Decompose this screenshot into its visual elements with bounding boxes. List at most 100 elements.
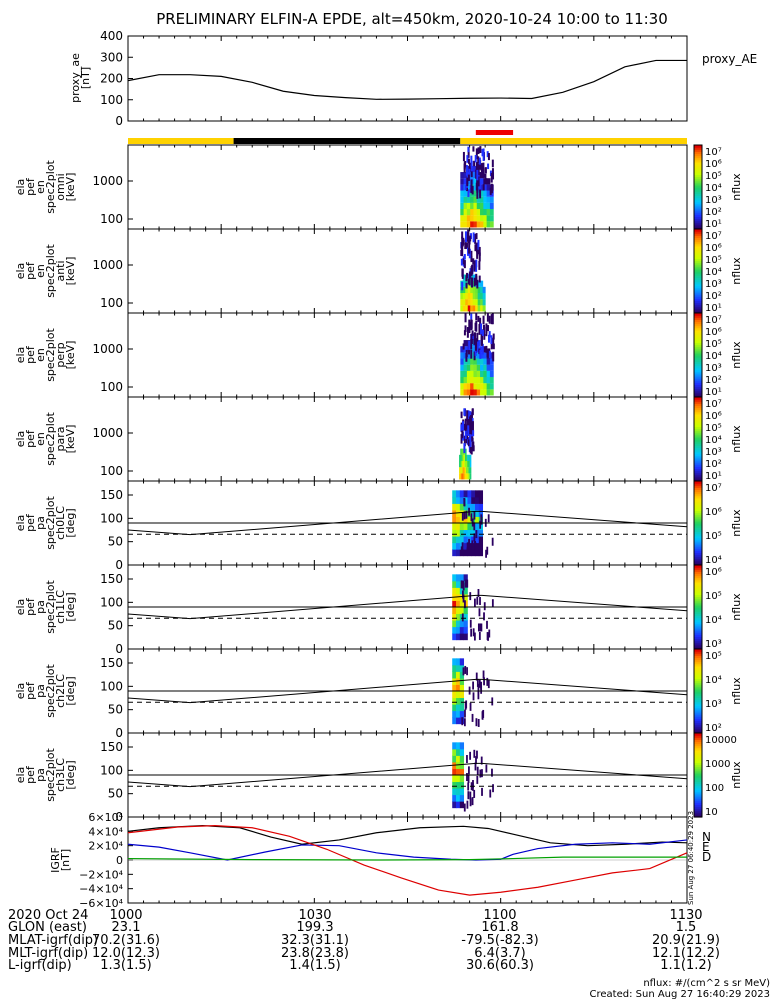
energy-panel-3-colorbar-tick: 10² bbox=[705, 375, 722, 386]
pa-panel-3-pa-cell bbox=[459, 658, 465, 666]
energy-panel-3-spectrum-cell bbox=[489, 352, 494, 359]
pa-panel-2-pa-cell bbox=[463, 607, 468, 615]
pa-panel-3-pa-speckle bbox=[483, 677, 485, 686]
energy-panel-1-colorbar-tick: 10¹ bbox=[705, 219, 722, 230]
pa-panel-1-colorbar-tick: 10⁴ bbox=[705, 555, 722, 566]
pa-panel-4-pa-cell bbox=[459, 775, 465, 783]
energy-panel-1-spectrum-cell bbox=[473, 184, 478, 191]
pa-panel-4-colorbar-segment bbox=[694, 743, 702, 747]
energy-panel-3-speckle bbox=[474, 350, 477, 356]
energy-panel-1-spectrum-cell bbox=[460, 208, 465, 216]
pa-panel-3-colorbar-segment bbox=[694, 680, 702, 684]
energy-panel-1-colorbar-segment bbox=[694, 178, 702, 182]
energy-panel-1-speckle bbox=[492, 172, 495, 180]
energy-panel-3-speckle bbox=[462, 343, 465, 350]
pa-panel-2-pa-speckle bbox=[474, 598, 476, 607]
energy-panel-2-spectrum-cell bbox=[460, 299, 464, 306]
energy-panel-2-ylabel-line: ela bbox=[14, 263, 27, 280]
energy-panel-1-speckle bbox=[467, 146, 470, 153]
energy-panel-4-colorbar-segment bbox=[694, 428, 702, 432]
energy-panel-2-speckle bbox=[461, 231, 464, 239]
pa-panel-3-pa-speckle bbox=[477, 683, 480, 692]
energy-panel-4-colorbar-segment bbox=[694, 472, 702, 476]
energy-panel-4-colorbar-segment bbox=[694, 415, 702, 419]
pa-panel-4-colorbar-segment bbox=[694, 796, 702, 799]
pa-panel-1-pa-cell bbox=[463, 516, 468, 524]
energy-panel-1-colorbar-segment bbox=[694, 210, 702, 213]
energy-panel-3-colorbar-segment bbox=[694, 329, 702, 333]
energy-panel-2-colorbar-segment bbox=[694, 310, 702, 314]
pa-panel-2-ytick: 0 bbox=[115, 642, 123, 656]
footer-row-value: 70.2(31.6) bbox=[92, 933, 160, 948]
pa-panel-3-colorbar-segment bbox=[694, 676, 702, 679]
pa-panel-2-ylabel-line: pa bbox=[34, 600, 47, 614]
pa-panel-4-pa-cell bbox=[456, 768, 461, 776]
footer-row-value: 1100 bbox=[483, 908, 516, 923]
energy-panel-1-spectrum-cell bbox=[489, 221, 494, 228]
energy-panel-4-speckle bbox=[463, 443, 466, 454]
energy-panel-1-speckle bbox=[470, 188, 473, 194]
energy-panel-3-colorbar-tick: 10³ bbox=[705, 363, 722, 374]
energy-panel-4-spectrum-cell bbox=[469, 460, 472, 468]
pa-panel-2-colorbar-segment bbox=[694, 625, 702, 629]
pa-panel-4-pa-speckle bbox=[476, 775, 479, 784]
pa-panel-3-colorbar-segment bbox=[694, 705, 702, 709]
pa-panel-1-ylabel-line: pa bbox=[34, 516, 47, 530]
energy-panel-2-colorbar-segment bbox=[694, 254, 702, 257]
energy-panel-2-ylabel-line: [keV] bbox=[64, 257, 77, 286]
science-zone-bar bbox=[475, 130, 514, 135]
pa-panel-3-pa-cell bbox=[452, 658, 457, 666]
energy-panel-1-spectrum-cell bbox=[476, 184, 481, 191]
pa-panel-4-colorbar-segment bbox=[694, 764, 702, 768]
energy-panel-3-spectrum-cell bbox=[470, 370, 474, 378]
energy-panel-2-spectrum-cell bbox=[462, 292, 466, 300]
energy-panel-2-colorbar-segment bbox=[694, 231, 702, 234]
energy-panel-1-spectrum-cell bbox=[473, 202, 478, 210]
energy-panel-3-spectrum-cell bbox=[460, 376, 465, 384]
energy-panel-4-speckle bbox=[471, 436, 474, 442]
pa-panel-1-colorbar-segment bbox=[694, 562, 702, 566]
energy-panel-1-spectrum-cell bbox=[486, 184, 491, 191]
energy-panel-2-speckle bbox=[474, 244, 477, 252]
pa-panel-2-pa-cell bbox=[452, 620, 457, 628]
energy-panel-2-colorbar-segment bbox=[694, 296, 702, 299]
igrf-ytick: 2×10⁴ bbox=[88, 840, 123, 853]
energy-panel-3-speckle bbox=[474, 322, 477, 332]
pa-panel-4-pa-speckle bbox=[467, 782, 470, 791]
energy-panel-4-colorbar-label: nflux bbox=[730, 425, 743, 453]
pa-panel-2-colorbar-segment bbox=[694, 613, 702, 616]
footer-row-value: 1.4(1.5) bbox=[289, 958, 341, 973]
energy-panel-1-speckle bbox=[484, 173, 487, 181]
pa-panel-3-colorbar-segment bbox=[694, 693, 702, 696]
energy-panel-1-colorbar-segment bbox=[694, 159, 702, 163]
pa-panel-4-colorbar-tick: 1000 bbox=[705, 759, 730, 770]
pa-panel-1-pa-cell bbox=[456, 536, 461, 544]
pa-panel-1-colorbar-segment bbox=[694, 544, 702, 547]
pa-panel-4-pa-cell bbox=[456, 775, 461, 783]
energy-panel-4-spectrum-cell bbox=[463, 473, 466, 480]
pa-panel-1-colorbar-segment bbox=[694, 552, 702, 556]
energy-panel-1-spectrum-cell bbox=[473, 221, 478, 228]
pa-panel-1-pa-cell bbox=[471, 542, 476, 550]
energy-panel-1-spectrum-cell bbox=[480, 190, 484, 197]
pa-panel-2-ytick: 50 bbox=[108, 619, 123, 633]
energy-panel-2-colorbar-segment bbox=[694, 252, 702, 255]
energy-panel-2-spectrum-cell bbox=[467, 305, 471, 312]
footer-row-value: 1130 bbox=[669, 908, 702, 923]
energy-panel-3-speckle bbox=[470, 339, 473, 349]
pa-panel-4-pa-speckle bbox=[473, 749, 476, 758]
proxy-ae-legend: proxy_AE bbox=[702, 52, 757, 66]
energy-panel-1-speckle bbox=[476, 184, 479, 193]
energy-panel-4-colorbar-tick: 10¹ bbox=[705, 471, 722, 482]
energy-panel-1-colorbar-segment bbox=[694, 161, 702, 165]
energy-panel-1-spectrum-cell bbox=[473, 165, 478, 173]
energy-panel-1-speckle bbox=[477, 176, 480, 187]
energy-panel-1-speckle bbox=[484, 167, 487, 174]
pa-panel-3-pa-cell bbox=[452, 710, 457, 718]
energy-panel-3-colorbar-segment bbox=[694, 371, 702, 375]
energy-panel-2-speckle bbox=[461, 281, 464, 291]
energy-panel-1-spectrum-cell bbox=[470, 165, 474, 173]
energy-panel-3-speckle bbox=[482, 324, 485, 335]
pa-panel-1-ylabel-line: spec2plot bbox=[44, 496, 57, 550]
